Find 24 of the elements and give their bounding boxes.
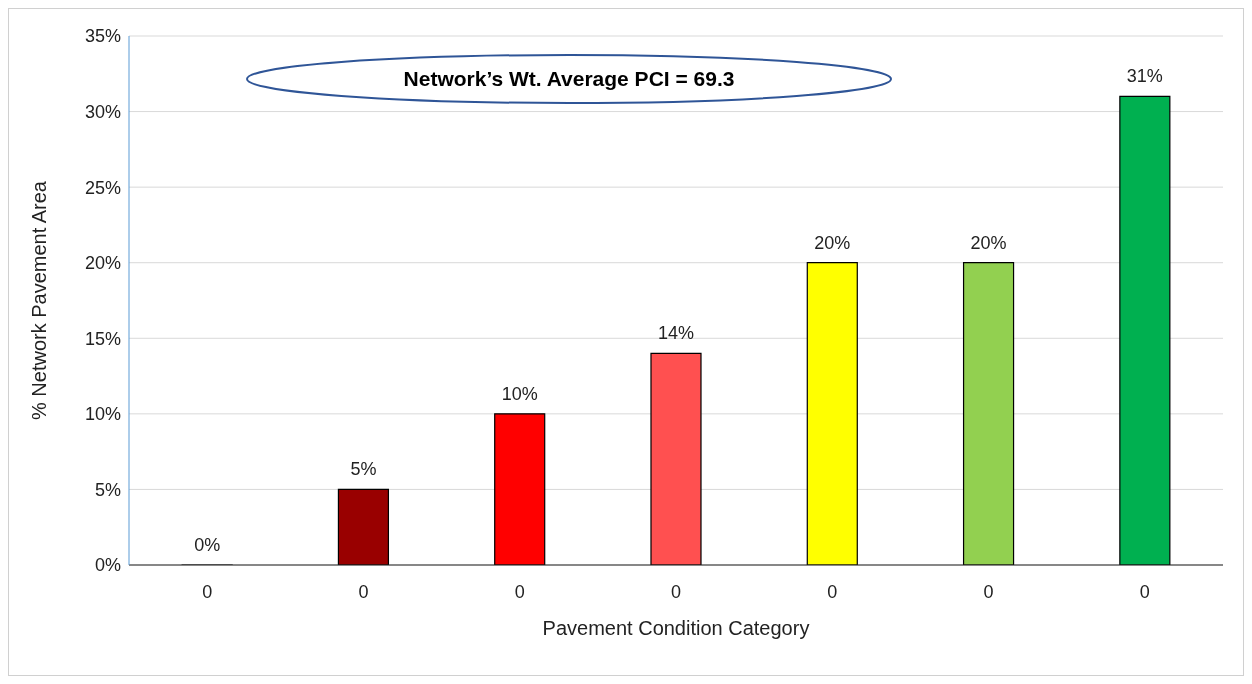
data-label: 14%	[657, 323, 695, 344]
data-label: 20%	[970, 232, 1007, 253]
x-tick-label: 0	[670, 581, 682, 602]
y-tick-label: 15%	[84, 328, 121, 349]
x-tick-label: 0	[358, 581, 369, 602]
y-tick-label: 20%	[84, 253, 121, 274]
data-label: 0%	[194, 534, 221, 555]
data-label: 10%	[501, 383, 538, 404]
y-tick-label: 10%	[84, 404, 121, 425]
y-axis-title: % Network Pavement Area	[28, 180, 51, 420]
x-tick-label: 0	[983, 581, 994, 602]
data-label: 5%	[350, 459, 377, 480]
y-tick-label: 30%	[84, 101, 121, 122]
x-axis-title: Pavement Condition Category	[542, 617, 810, 639]
y-tick-label: 0%	[94, 555, 121, 576]
y-tick-label: 5%	[94, 479, 121, 500]
x-tick-label: 0	[202, 581, 213, 602]
x-tick-label: 0	[514, 581, 525, 602]
data-label: 20%	[814, 232, 851, 253]
x-tick-label: 0	[1139, 581, 1150, 602]
x-tick-label: 0	[827, 581, 838, 602]
data-label: 31%	[1126, 66, 1163, 87]
y-tick-label: 25%	[84, 177, 121, 198]
y-tick-label: 35%	[84, 26, 121, 47]
